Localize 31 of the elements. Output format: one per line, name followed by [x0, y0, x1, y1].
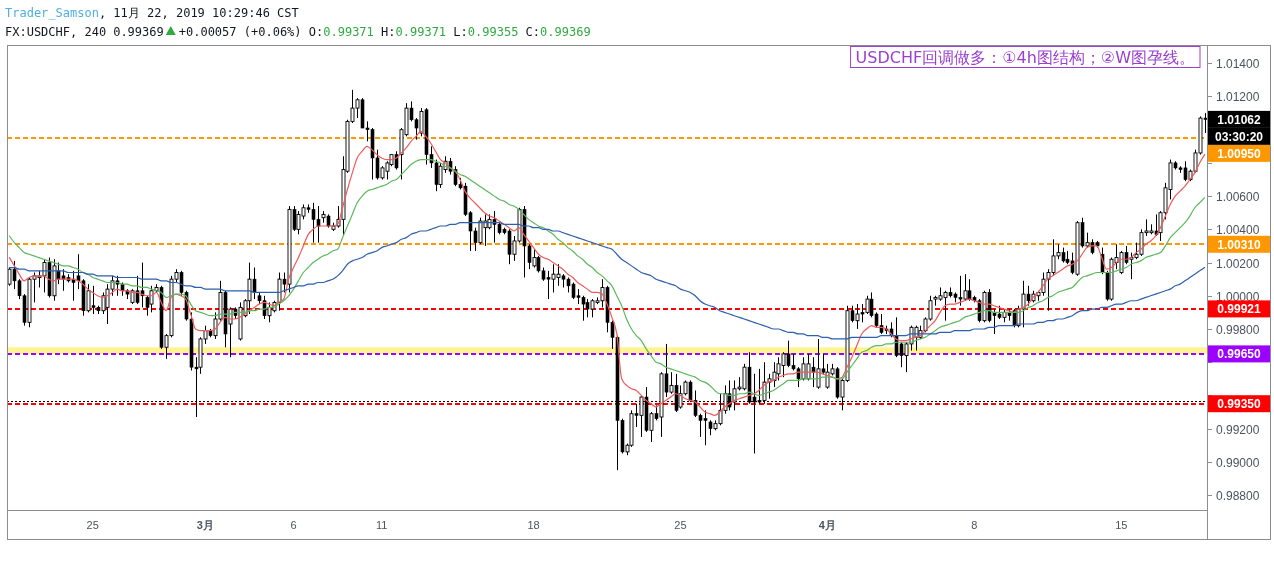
y-tick-label: 1.00400 [1216, 222, 1260, 237]
y-tick-label: 1.01400 [1216, 56, 1260, 71]
y-tick-label: 0.99200 [1216, 422, 1260, 437]
x-tick-label: 8 [971, 519, 978, 531]
y-tick-label: 1.01200 [1216, 89, 1260, 104]
x-tick-label: 18 [527, 519, 540, 531]
x-tick-label: 3月 [196, 519, 214, 531]
chart-title: FX:USDCHF, 240 [5, 25, 107, 39]
text: +0.00057 (+0.06%) O:0.99371 H:0.99371 L:0.99355 C:0.99369 [178, 25, 591, 39]
x-tick-label: 15 [1115, 519, 1128, 531]
text: 0.99369 [113, 25, 164, 39]
y-tick-label: 0.98800 [1216, 488, 1260, 503]
ref-line-label: 1.00310 [1217, 237, 1262, 252]
y-tick-label: 1.00000 [1216, 289, 1260, 304]
ref-line-label: 1.00950 [1217, 146, 1262, 161]
ref-line-label: 0.99921 [1217, 302, 1262, 317]
y-tick-label: 0.99800 [1216, 322, 1260, 337]
ref-line-label: 0.99350 [1217, 397, 1262, 412]
text: 1.01062 [1217, 112, 1262, 127]
y-tick-label: 1.00200 [1216, 256, 1260, 271]
y-tick-label: 1.00600 [1216, 189, 1260, 204]
text: Trader_Samson, 11月 22, 2019 10:29:46 CST [5, 6, 299, 20]
x-tick-label: 11 [375, 519, 388, 531]
x-tick-label: 25 [86, 519, 99, 531]
y-tick-label: 0.99000 [1216, 455, 1260, 470]
candlestick [149, 285, 154, 313]
ref-line-label: 0.99650 [1217, 347, 1262, 362]
x-tick-label: 6 [290, 519, 297, 531]
x-tick-label: 4月 [818, 519, 836, 531]
text: 03:30:20 [1214, 129, 1264, 144]
x-tick-label: 25 [674, 519, 687, 531]
